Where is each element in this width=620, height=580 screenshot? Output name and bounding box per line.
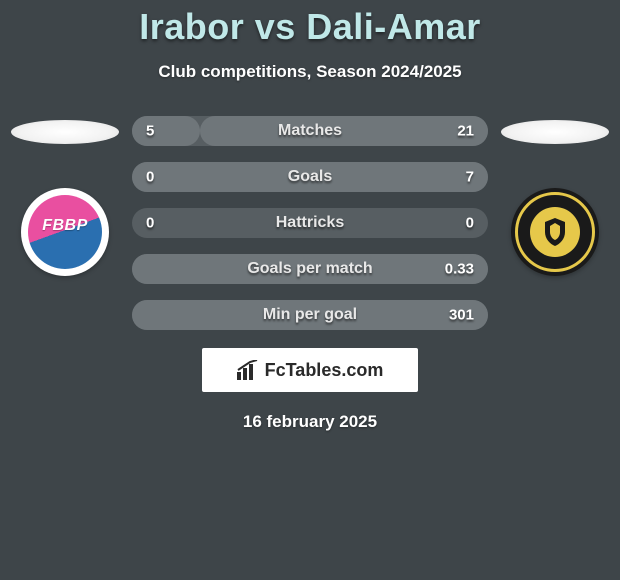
stat-label: Min per goal — [263, 306, 357, 324]
left-side: FBBP — [6, 116, 124, 276]
left-flag — [11, 120, 119, 144]
subtitle: Club competitions, Season 2024/2025 — [0, 62, 620, 82]
right-badge-inner — [530, 207, 580, 257]
page-title: Irabor vs Dali-Amar — [0, 6, 620, 48]
stat-label: Hattricks — [276, 214, 344, 232]
right-side — [496, 116, 614, 276]
shield-icon — [538, 215, 572, 249]
chart-icon — [237, 360, 259, 380]
stats-list: 5 Matches 21 0 Goals 7 0 Hattricks 0 Goals per ma… — [124, 116, 496, 330]
stat-row: Goals per match 0.33 — [132, 254, 488, 284]
brand-box: FcTables.com — [202, 348, 418, 392]
right-flag — [501, 120, 609, 144]
stat-value-right: 21 — [457, 123, 474, 140]
footer: FcTables.com 16 february 2025 — [0, 348, 620, 432]
stat-value-left: 0 — [146, 169, 154, 186]
stat-value-right: 301 — [449, 307, 474, 324]
stat-value-left: 5 — [146, 123, 154, 140]
left-badge-text: FBBP — [42, 217, 88, 235]
stat-row: 5 Matches 21 — [132, 116, 488, 146]
stat-value-left: 0 — [146, 215, 154, 232]
right-club-badge — [511, 188, 599, 276]
comparison-body: FBBP 5 Matches 21 0 Goals 7 0 Hattricks 0 Goals p… — [0, 116, 620, 330]
stat-value-right: 7 — [466, 169, 474, 186]
stat-label: Matches — [278, 122, 342, 140]
stat-label: Goals — [288, 168, 332, 186]
stat-bar-left — [132, 116, 200, 146]
stat-row: 0 Goals 7 — [132, 162, 488, 192]
stat-value-right: 0.33 — [445, 261, 474, 278]
stat-label: Goals per match — [247, 260, 372, 278]
stat-row: 0 Hattricks 0 — [132, 208, 488, 238]
stat-value-right: 0 — [466, 215, 474, 232]
left-club-badge: FBBP — [21, 188, 109, 276]
brand-text: FcTables.com — [265, 360, 384, 381]
stat-bar-right — [200, 116, 488, 146]
stat-row: Min per goal 301 — [132, 300, 488, 330]
left-badge-inner: FBBP — [28, 195, 102, 269]
date-text: 16 february 2025 — [243, 412, 377, 432]
